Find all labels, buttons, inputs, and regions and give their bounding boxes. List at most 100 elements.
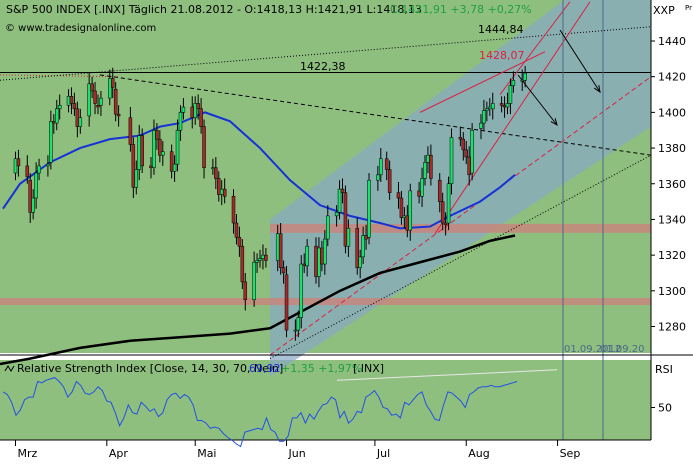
x-tick-label: Aug [468,447,489,460]
candle-body [323,238,327,265]
candle-body [426,154,430,163]
forecast-arrow-1-head [550,118,558,127]
candle-body [508,85,513,104]
candle-body [488,106,492,110]
candle-body [172,163,177,172]
support-band-lower [0,297,651,306]
candle-body [364,235,368,240]
candle-body [261,254,265,259]
candle-body [485,108,489,111]
candle-body [361,235,365,258]
candle-body [399,197,404,218]
x-tick-label: Sep [560,447,581,460]
candle-body [93,90,97,104]
candle-body [99,97,103,106]
header-close-change: C:1421,91 +3,78 +0,27% [390,3,532,16]
x-tick-label: Jul [376,447,390,460]
candle-body [326,215,330,240]
candle-body [181,106,186,113]
candle-body [420,178,424,197]
candle-body [240,245,245,283]
candle-body [402,215,407,218]
candle-body [355,228,359,268]
candle-body [152,129,156,168]
candle-body [284,274,289,331]
candle-body [54,108,59,124]
channel-lower-dashed [269,76,652,356]
candle-body [505,103,510,108]
candle-body [16,158,21,167]
candle-body [243,281,248,300]
candle-body [46,163,50,167]
x-tick-label: Jun [288,447,306,460]
candle-body [57,104,62,110]
y-tick-label: 1380 [658,142,686,155]
candle-body [449,137,454,184]
axis-unit-label: XXP [653,4,675,17]
y-tick-label: 1320 [658,249,686,262]
candle-body [96,104,100,108]
candle-body [66,96,71,106]
candle-body [49,121,53,163]
y-tick-label: 1340 [658,213,686,226]
forecast-arrow-2-head [593,85,601,94]
candle-body [281,267,286,274]
candle-body [116,113,121,117]
candle-body [78,117,83,127]
label-date-1: 01.09.2012 [564,344,621,355]
candle-body [87,83,91,117]
candle-body [317,247,321,277]
candle-body [222,188,227,197]
forecast-arrow-1 [517,74,558,126]
candle-body [13,158,18,174]
candle-body [511,80,516,86]
rsi-layer: 50 [2,365,672,448]
candle-body [149,165,153,168]
header-title: S&P 500 INDEX [.INX] Täglich 21.08.2012 … [6,3,422,16]
y-tick-label: 1420 [658,71,686,84]
candle-body [376,174,380,181]
candle-body [108,78,112,99]
candle-body [258,258,262,261]
candle-body [340,188,345,193]
candle-body [52,121,56,124]
candle-body [278,233,283,268]
rsi-trend-line [336,369,558,381]
forecast-arrow-2 [559,29,601,93]
candle-body [252,262,256,300]
candle-body [37,165,41,174]
candle-body [217,178,221,195]
candle-body [520,80,524,82]
candle-body [175,129,180,165]
candle-body [523,72,527,81]
rsi-legend-change: +1,35 +1,97% [281,362,362,375]
label-level-1444: 1444,84 [478,23,524,36]
rsi-legend-value: 69,92 [249,362,281,375]
candle-body [155,129,159,140]
rsi-indicator-icon [4,365,15,372]
candle-body [140,135,144,167]
candle-body [275,233,280,261]
candle-body [396,192,401,199]
candle-body [69,96,74,104]
candle-body [219,188,224,195]
candle-body [264,254,268,261]
candle-body [75,108,80,127]
candle-body [305,245,309,267]
rsi-legend-symbol: [.INX] [353,362,384,375]
candle-layer [13,65,527,341]
candle-body [440,201,445,224]
candle-body [211,167,215,169]
candle-body [113,88,118,115]
label-date-2: 01.09.20 [600,344,645,355]
candle-body [296,317,301,331]
trend-channel [270,0,651,377]
candle-body [178,112,183,131]
candle-body [169,151,174,172]
candle-body [314,245,318,277]
candle-body [234,222,239,238]
candle-body [423,162,427,179]
